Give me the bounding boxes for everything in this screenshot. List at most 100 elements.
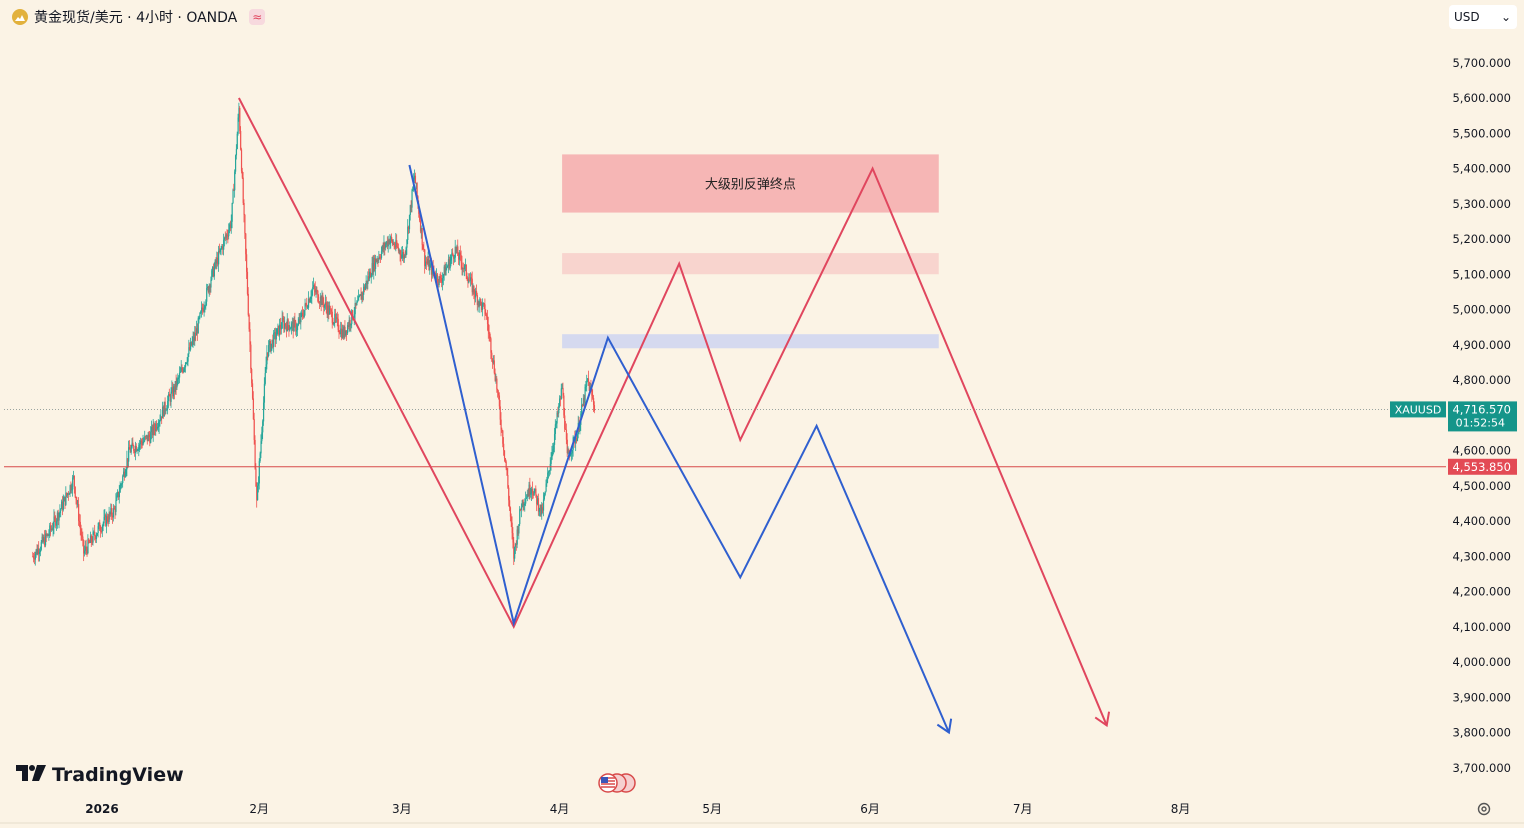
- candle-body: [109, 512, 111, 515]
- candle-body: [65, 492, 67, 505]
- currency-selector[interactable]: USD ⌄: [1449, 5, 1517, 29]
- wave-icon[interactable]: ≈: [249, 9, 266, 25]
- symbol-header[interactable]: 黄金现货/美元 · 4小时 · OANDA ≈: [12, 6, 266, 28]
- candle-body: [452, 252, 454, 256]
- candle-body: [570, 453, 573, 455]
- candle-body: [575, 437, 577, 444]
- candle-body: [324, 305, 326, 308]
- candle-body: [93, 531, 95, 533]
- economic-events-icon[interactable]: [598, 773, 638, 793]
- candle-body: [475, 290, 478, 296]
- red-path-arrowhead: [1094, 711, 1111, 728]
- candle-body: [85, 546, 87, 550]
- candle-body: [295, 321, 297, 332]
- price-tick-label: 4,800.000: [1452, 373, 1511, 387]
- candle-body: [550, 459, 552, 465]
- candle-body: [410, 205, 412, 208]
- candle-body: [50, 528, 53, 530]
- candle-body: [135, 445, 137, 452]
- candle-body: [173, 386, 176, 393]
- candle-body: [509, 500, 511, 508]
- candle-body: [250, 344, 252, 369]
- candle-body: [58, 512, 60, 521]
- candle-body: [42, 536, 44, 542]
- candle-body: [212, 266, 215, 277]
- candle-body: [533, 491, 535, 496]
- candle-body: [311, 290, 313, 297]
- candle-body: [314, 288, 316, 293]
- candle-body: [459, 252, 461, 256]
- time-tick-label: 3月: [392, 802, 412, 816]
- candle-body: [102, 523, 104, 527]
- candle-body: [274, 332, 276, 334]
- candle-body: [448, 259, 450, 269]
- candle-body: [172, 387, 174, 397]
- candle-body: [145, 435, 148, 437]
- candle-body: [450, 257, 452, 261]
- candle-body: [178, 377, 180, 379]
- candle-body: [88, 539, 90, 543]
- candle-body: [525, 498, 527, 504]
- candle-body: [202, 309, 204, 312]
- candle-body: [485, 314, 487, 316]
- candle-body: [124, 473, 126, 478]
- candle-body: [585, 385, 587, 387]
- candle-body: [254, 439, 256, 469]
- candle-body: [150, 432, 152, 443]
- candle-body: [404, 255, 406, 257]
- candle-body: [563, 395, 565, 416]
- time-tick-label: 6月: [860, 802, 880, 816]
- candle-body: [347, 325, 350, 328]
- candle-body: [381, 245, 383, 252]
- candle-body: [549, 464, 551, 471]
- candle-body: [472, 285, 474, 293]
- candle-body: [554, 424, 557, 434]
- candle-body: [370, 276, 372, 278]
- time-tick-label: 5月: [702, 802, 722, 816]
- candle-body: [346, 330, 348, 334]
- candle-body: [306, 304, 308, 308]
- candle-body: [406, 239, 408, 248]
- candle-body: [158, 421, 160, 427]
- candle-body: [209, 285, 211, 288]
- candle-body: [422, 244, 424, 250]
- candle-body: [156, 427, 159, 429]
- candle-body: [393, 243, 395, 247]
- price-tick-label: 5,000.000: [1452, 303, 1511, 317]
- candle-body: [167, 401, 169, 409]
- candle-body: [519, 509, 521, 525]
- candle-body: [304, 303, 306, 311]
- time-tick-label: 4月: [550, 802, 570, 816]
- candle-body: [292, 321, 294, 332]
- candle-body: [399, 250, 401, 255]
- candle-body: [386, 241, 389, 247]
- candle-body: [564, 415, 566, 429]
- candle-body: [221, 246, 223, 249]
- candle-body: [421, 228, 423, 245]
- tradingview-brand[interactable]: TradingView: [16, 764, 184, 786]
- candle-body: [548, 471, 550, 473]
- candle-body: [229, 224, 232, 229]
- candle-body: [553, 433, 556, 445]
- settings-gear-icon[interactable]: [1476, 801, 1492, 817]
- candle-body: [266, 352, 268, 365]
- candle-body: [330, 309, 333, 312]
- candle-body: [134, 445, 137, 453]
- candle-body: [438, 276, 440, 286]
- candle-body: [153, 424, 155, 430]
- candle-body: [180, 367, 182, 372]
- candle-body: [529, 484, 531, 495]
- candle-body: [284, 323, 286, 329]
- candle-body: [117, 491, 119, 496]
- candle-body: [358, 296, 360, 301]
- candle-body: [423, 249, 425, 251]
- candle-body: [473, 285, 475, 294]
- candle-body: [169, 396, 171, 402]
- candle-body: [144, 436, 146, 441]
- candle-body: [187, 353, 189, 362]
- candle-body: [324, 302, 327, 306]
- candle-body: [229, 224, 231, 230]
- candle-body: [516, 529, 518, 545]
- candle-body: [56, 512, 59, 522]
